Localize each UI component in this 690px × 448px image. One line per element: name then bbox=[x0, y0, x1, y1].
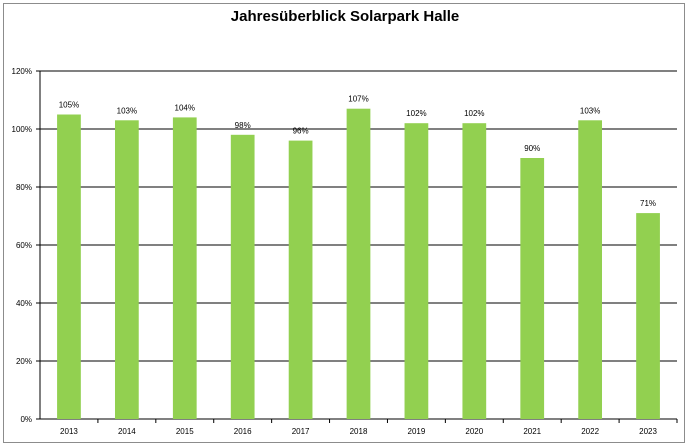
x-tick-label: 2018 bbox=[350, 427, 368, 436]
data-label-2017: 96% bbox=[293, 127, 309, 136]
data-label-2023: 71% bbox=[640, 199, 656, 208]
bar-2022 bbox=[578, 120, 603, 420]
x-tick-label: 2020 bbox=[465, 427, 483, 436]
x-tick-label: 2019 bbox=[408, 427, 426, 436]
bar-2017 bbox=[288, 140, 313, 419]
x-tick-label: 2014 bbox=[118, 427, 136, 436]
bar-2013 bbox=[57, 114, 81, 419]
bar-2023 bbox=[636, 213, 660, 419]
x-tick-label: 2022 bbox=[581, 427, 599, 436]
x-tick-label: 2021 bbox=[523, 427, 541, 436]
y-tick-label: 120% bbox=[12, 67, 32, 76]
y-tick-label: 80% bbox=[16, 183, 32, 192]
x-tick-label: 2016 bbox=[234, 427, 252, 436]
chart-title: Jahresüberblick Solarpark Halle bbox=[230, 8, 460, 25]
data-label-2019: 102% bbox=[406, 109, 426, 118]
x-tick-label: 2013 bbox=[60, 427, 78, 436]
y-tick-label: 0% bbox=[20, 415, 32, 424]
data-label-2016: 98% bbox=[235, 121, 251, 130]
bars bbox=[57, 108, 660, 420]
bar-2014 bbox=[114, 120, 139, 420]
data-label-2021: 90% bbox=[524, 144, 540, 153]
x-tick-label: 2023 bbox=[639, 427, 657, 436]
x-tick-label: 2015 bbox=[176, 427, 194, 436]
labels: 0% 20% 40% 60% 80% 100% 120% 105% 2013 103% 2014 10… bbox=[12, 67, 658, 436]
data-label-2018: 107% bbox=[348, 95, 368, 104]
x-tick-label: 2017 bbox=[292, 427, 310, 436]
y-tick-label: 100% bbox=[12, 125, 32, 134]
bar-2018 bbox=[346, 108, 371, 419]
bar-2021 bbox=[520, 158, 545, 419]
data-label-2014: 103% bbox=[117, 106, 137, 115]
bar-2015 bbox=[172, 117, 197, 420]
y-tick-label: 20% bbox=[16, 357, 32, 366]
bar-2019 bbox=[404, 123, 429, 419]
data-label-2020: 102% bbox=[464, 109, 484, 118]
data-label-2022: 103% bbox=[580, 106, 600, 115]
bar-2020 bbox=[462, 123, 487, 419]
data-label-2015: 104% bbox=[175, 103, 195, 112]
data-label-2013: 105% bbox=[59, 101, 79, 110]
y-tick-label: 40% bbox=[16, 299, 32, 308]
y-tick-label: 60% bbox=[16, 241, 32, 250]
bar-2016 bbox=[230, 134, 255, 420]
